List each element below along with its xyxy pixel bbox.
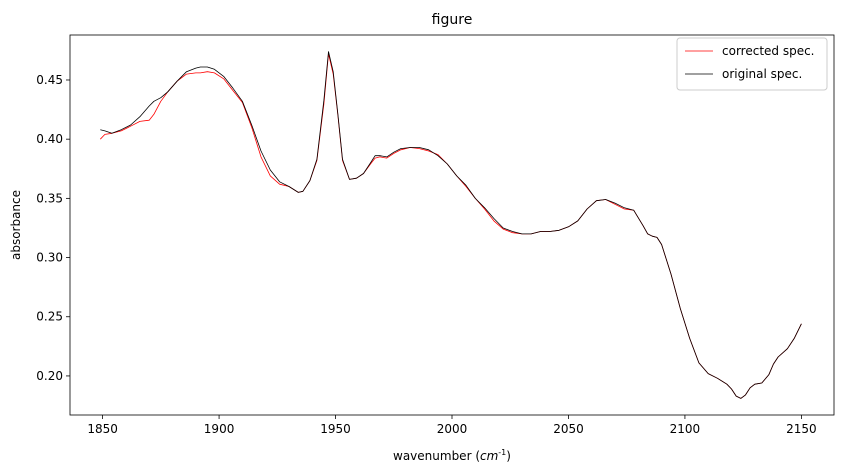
y-axis: 0.20 0.25 0.30 0.35 0.40 0.45	[36, 73, 70, 383]
y-tick-label: 0.40	[36, 132, 63, 146]
x-axis: 1850 1900 1950 2000 2050 2100 2150	[87, 415, 817, 436]
legend: corrected spec. original spec.	[676, 37, 828, 91]
x-tick-label: 2100	[670, 422, 701, 436]
y-tick-label: 0.45	[36, 73, 63, 87]
legend-box	[676, 37, 828, 91]
y-tick-label: 0.30	[36, 251, 63, 265]
series-layer	[100, 51, 802, 399]
x-axis-label-unit: cm	[480, 449, 498, 463]
x-axis-label: wavenumber (cm-1)	[393, 448, 511, 463]
y-tick-label: 0.20	[36, 369, 63, 383]
y-tick-label: 0.25	[36, 310, 63, 324]
legend-label-original: original spec.	[722, 67, 802, 81]
series-line-original-spec	[100, 51, 802, 399]
x-tick-label: 2150	[786, 422, 817, 436]
x-tick-label: 1850	[87, 422, 118, 436]
x-tick-label: 1900	[204, 422, 235, 436]
x-tick-label: 1950	[320, 422, 351, 436]
x-axis-label-exponent: -1	[498, 448, 506, 457]
x-axis-label-close: )	[506, 449, 511, 463]
chart-title: figure	[432, 12, 473, 28]
legend-label-corrected: corrected spec.	[722, 44, 815, 58]
x-axis-label-text: wavenumber (	[393, 449, 480, 463]
y-axis-label: absorbance	[9, 190, 23, 260]
x-tick-label: 2000	[437, 422, 468, 436]
y-tick-label: 0.35	[36, 191, 63, 205]
x-tick-label: 2050	[553, 422, 584, 436]
